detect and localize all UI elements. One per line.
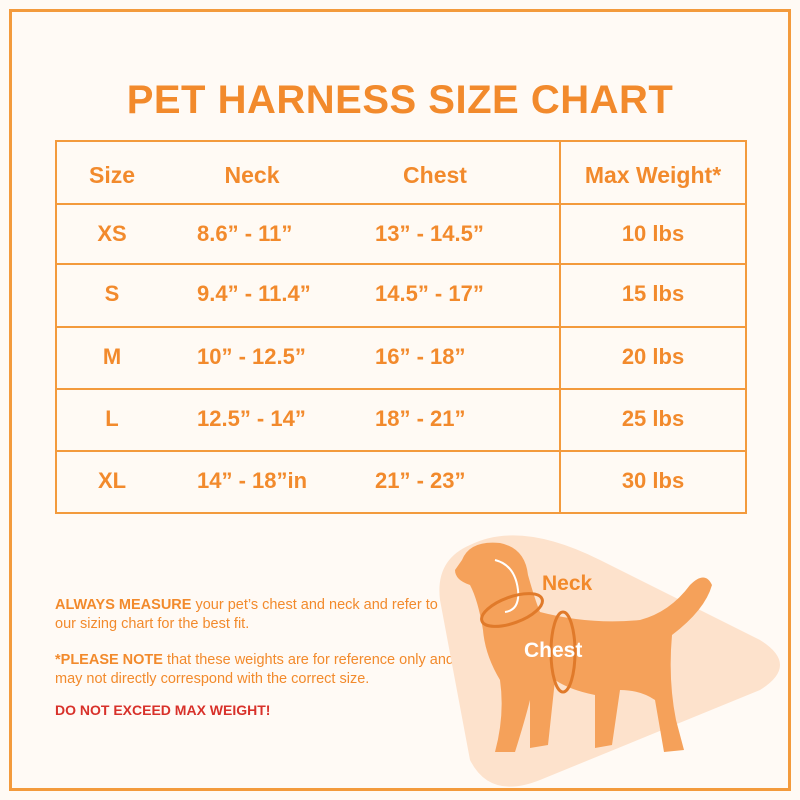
header-cell: Size [88, 162, 136, 188]
table-cell: 14.5” - 17” [375, 281, 484, 306]
table-cell: 21” - 23” [375, 468, 466, 493]
row-divider [57, 203, 745, 205]
note-bold: *PLEASE NOTE [55, 652, 163, 668]
table-cell: 15 lbs [621, 281, 685, 306]
row-divider [57, 263, 745, 265]
header-cell: Chest [403, 162, 467, 188]
row-divider [57, 450, 745, 452]
table-cell: 12.5” - 14” [197, 406, 306, 431]
row-divider [57, 388, 745, 390]
note-bold: ALWAYS MEASURE [55, 597, 192, 613]
note: *PLEASE NOTE that these weights are for … [55, 651, 455, 689]
table-cell: L [105, 406, 119, 431]
warning: DO NOT EXCEED MAX WEIGHT! [55, 702, 271, 718]
table-cell: 14” - 18”in [197, 468, 308, 493]
table-cell: 9.4” - 11.4” [197, 281, 311, 306]
table-cell: 18” - 21” [375, 406, 466, 431]
table-cell: 30 lbs [621, 468, 685, 493]
table-cell: 16” - 18” [375, 344, 466, 369]
table-cell: XL [97, 468, 127, 493]
note: ALWAYS MEASURE your pet’s chest and neck… [55, 596, 455, 634]
note-text: that these weights are for reference onl… [55, 652, 454, 687]
table-cell: 25 lbs [621, 406, 685, 431]
table-cell: 10” - 12.5” [197, 344, 306, 369]
row-divider [57, 326, 745, 328]
note-text: your pet’s chest and neck and refer to o… [55, 597, 438, 632]
header-cell: Max Weight* [584, 162, 722, 188]
table-cell: S [104, 281, 120, 306]
header-cell: Neck [224, 162, 280, 188]
table-cell: XS [97, 221, 127, 246]
title: PET HARNESS SIZE CHART [126, 78, 674, 122]
table-cell: 8.6” - 11” [197, 221, 293, 246]
table-cell: M [102, 344, 122, 369]
frame [9, 9, 791, 791]
table-cell: 10 lbs [621, 221, 685, 246]
table-cell: 20 lbs [621, 344, 685, 369]
size-table: Size Neck Chest Max Weight* XS 8.6” - 11” 13” … [55, 140, 747, 514]
table-cell: 13” - 14.5” [375, 221, 484, 246]
